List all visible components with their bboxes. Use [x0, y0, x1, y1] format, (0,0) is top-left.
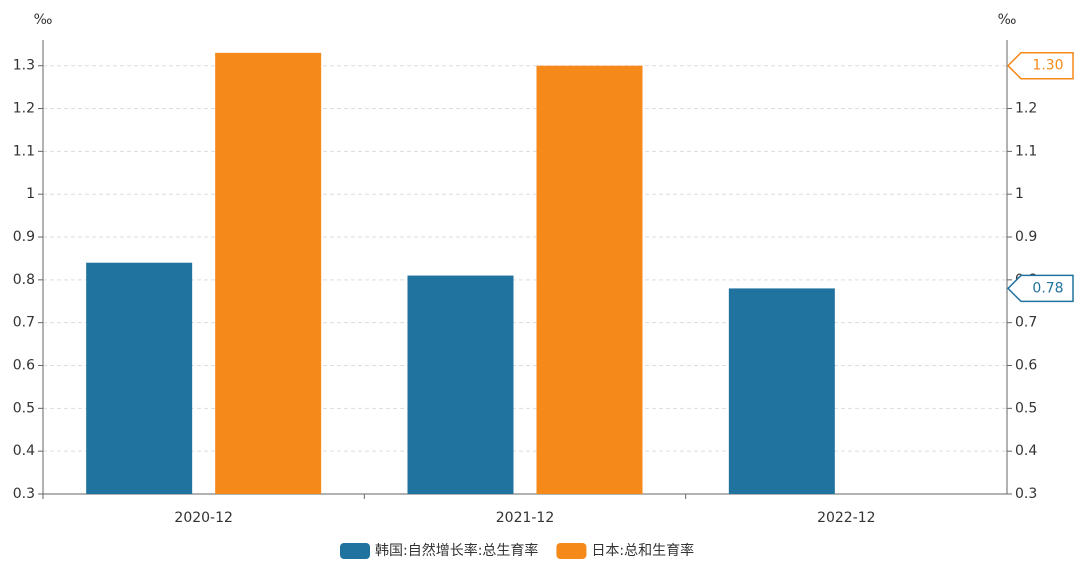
x-tick-label: 2022-12 [817, 510, 876, 526]
bar [86, 262, 193, 494]
value-callout [1006, 51, 1074, 80]
y2-tick-label: 0.6 [1015, 358, 1037, 374]
x-tick-label: 2021-12 [496, 510, 555, 526]
y-tick-label: 0.5 [13, 400, 35, 416]
y-tick-label: 0.6 [13, 358, 35, 374]
x-tick-label: 2020-12 [174, 510, 233, 526]
value-label: 1.30 [1032, 58, 1063, 74]
y-tick-label: 0.9 [13, 229, 35, 245]
y-tick-label: 0.3 [13, 486, 35, 502]
y2-tick-label: 0.5 [1015, 400, 1037, 416]
y2-tick-label: 1 [1015, 186, 1024, 202]
y-tick-label: 1 [26, 186, 35, 202]
y-tick-label: 0.4 [13, 443, 35, 459]
bar [407, 275, 514, 494]
y2-tick-label: 0.3 [1015, 486, 1037, 502]
y-tick-label: 0.8 [13, 272, 35, 288]
legend-swatch [340, 543, 370, 559]
y2-axis-label: ‰ [998, 12, 1017, 28]
y2-tick-label: 0.9 [1015, 229, 1037, 245]
legend-label: 日本:总和生育率 [591, 542, 694, 559]
value-label: 0.78 [1032, 280, 1063, 296]
bar [536, 65, 643, 494]
legend-swatch [556, 543, 587, 559]
bar [728, 288, 835, 494]
value-callout [1006, 274, 1074, 303]
y-tick-label: 0.7 [13, 315, 35, 331]
y-axis-label: ‰ [34, 12, 53, 28]
y-tick-label: 1.2 [13, 101, 35, 117]
legend-label: 韩国:自然增长率:总生育率 [375, 542, 538, 559]
y2-tick-label: 1.2 [1015, 101, 1037, 117]
y-tick-label: 1.1 [13, 143, 35, 159]
y2-tick-label: 0.7 [1015, 315, 1037, 331]
y-tick-label: 1.3 [13, 58, 35, 74]
y2-tick-label: 0.4 [1015, 443, 1037, 459]
bar [215, 52, 322, 494]
y2-tick-label: 1.1 [1015, 143, 1037, 159]
